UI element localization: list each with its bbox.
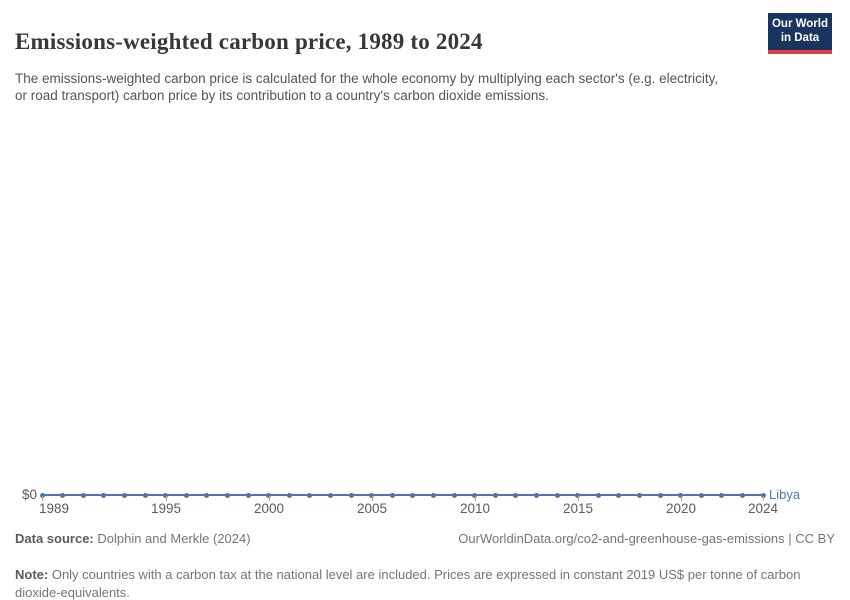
data-point-marker: [451, 493, 457, 498]
note-text: Only countries with a carbon tax at the …: [15, 567, 801, 600]
data-point-marker: [719, 493, 725, 498]
entity-label-libya[interactable]: Libya: [769, 487, 801, 502]
data-point-marker: [739, 493, 745, 498]
footer-source-row: Data source: Dolphin and Merkle (2024) O…: [15, 531, 835, 546]
data-point-marker: [636, 493, 642, 498]
data-point-marker: [513, 493, 519, 498]
note-label: Note:: [15, 567, 49, 582]
data-point-marker: [554, 493, 560, 498]
data-point-marker: [204, 493, 210, 498]
data-point-marker: [389, 493, 395, 498]
x-axis-tick: [372, 496, 373, 501]
owid-logo[interactable]: Our World in Data: [768, 13, 832, 54]
data-point-marker: [533, 493, 539, 498]
data-point-marker: [183, 493, 189, 498]
x-axis-label: 1989: [39, 501, 70, 516]
chart-subtitle: The emissions-weighted carbon price is c…: [15, 70, 719, 104]
data-point-marker: [595, 493, 601, 498]
data-point-marker: [575, 493, 581, 498]
data-point-marker: [410, 493, 416, 498]
data-point-marker: [163, 493, 169, 498]
x-axis-label: 1995: [150, 501, 182, 516]
data-point-marker: [60, 493, 66, 498]
data-point-marker: [492, 493, 498, 498]
data-point-marker: [678, 493, 684, 498]
data-point-marker: [616, 493, 622, 498]
owid-logo-line2: in Data: [780, 32, 820, 45]
data-point-marker: [472, 493, 478, 498]
data-point-marker: [657, 493, 663, 498]
data-source-value: Dolphin and Merkle (2024): [93, 531, 251, 546]
data-point-marker: [327, 493, 333, 498]
x-axis-tick: [578, 496, 579, 501]
data-point-marker: [121, 493, 127, 498]
x-axis-tick: [42, 496, 43, 501]
x-axis-label: 2010: [459, 501, 491, 516]
footer-note: Note: Only countries with a carbon tax a…: [15, 566, 835, 600]
data-point-marker: [101, 493, 107, 498]
x-axis-tick: [475, 496, 476, 501]
x-axis-label: 2000: [253, 501, 285, 516]
x-axis-label: 2005: [356, 501, 388, 516]
owid-logo-line1: Our World: [771, 18, 828, 30]
x-axis-tick: [166, 496, 167, 501]
data-point-marker: [430, 493, 436, 498]
data-point-marker: [80, 493, 86, 498]
data-point-marker: [307, 493, 313, 498]
data-point-marker: [266, 493, 272, 498]
data-source-label: Data source:: [15, 531, 94, 546]
x-axis-label: 2024: [747, 501, 779, 516]
data-point-marker: [245, 493, 251, 498]
page-title: Emissions-weighted carbon price, 1989 to…: [15, 29, 483, 55]
x-axis-label: 2015: [562, 501, 594, 516]
data-point-marker: [760, 493, 766, 498]
data-point-marker: [348, 493, 354, 498]
series-line-libya: [42, 494, 764, 496]
data-point-marker: [698, 493, 704, 498]
data-point-marker: [142, 493, 148, 498]
data-point-marker: [369, 493, 375, 498]
data-point-marker: [39, 493, 45, 498]
data-point-marker: [286, 493, 292, 498]
attribution-link[interactable]: OurWorldinData.org/co2-and-greenhouse-ga…: [458, 531, 835, 546]
x-axis-tick: [681, 496, 682, 501]
data-source-text: Data source: Dolphin and Merkle (2024): [15, 531, 251, 546]
x-axis-tick: [269, 496, 270, 501]
x-axis-label: 2020: [665, 501, 697, 516]
x-axis-tick: [763, 496, 764, 501]
plot-area: $0 Libya 1989 1995 2000 2005 2010 2015 2020 202…: [21, 487, 801, 516]
y-axis-tick-label: $0: [21, 487, 37, 502]
data-point-marker: [224, 493, 230, 498]
